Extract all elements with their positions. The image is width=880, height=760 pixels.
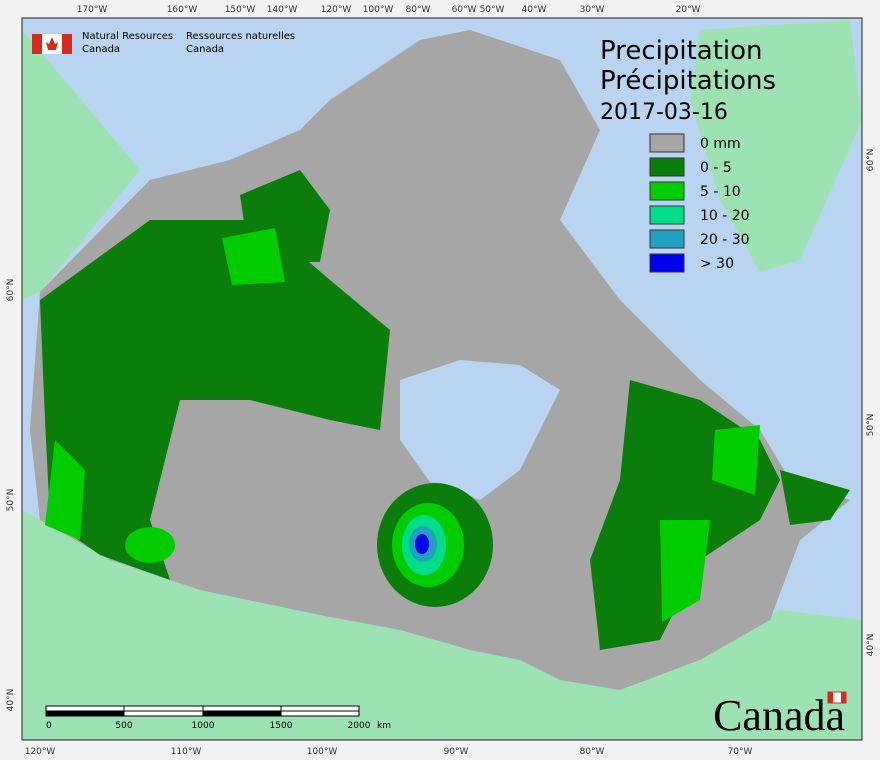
legend-swatch (649, 181, 685, 201)
scale-label: 1500 (270, 721, 293, 731)
lon-label: 160°W (167, 5, 198, 15)
lon-label: 80°W (580, 747, 605, 757)
scale-segment (202, 705, 282, 712)
org-en: Natural Resources (82, 31, 173, 42)
scale-label: 1000 (192, 721, 215, 731)
scale-segment (123, 705, 204, 712)
lon-label: 150°W (225, 5, 256, 15)
usa (22, 510, 862, 740)
hudson-bay (400, 360, 560, 500)
wordmark: Canada (713, 691, 845, 740)
logo: Natural Resources Canada Ressources natu… (32, 31, 295, 55)
precip-30plus (415, 534, 429, 554)
org-fr: Ressources naturelles (186, 31, 295, 42)
precip-maritimes (780, 470, 850, 525)
legend-label: > 30 (700, 256, 734, 272)
lon-label: 50°W (480, 5, 505, 15)
wordmark-flag (828, 692, 833, 703)
map-frame (21, 17, 863, 741)
lon-label: 40°W (522, 5, 547, 15)
legend-swatch (649, 205, 685, 225)
lon-label: 80°W (406, 5, 431, 15)
precip-west (40, 220, 390, 580)
lon-label: 120°W (321, 5, 352, 15)
lat-label: 40°N (6, 689, 16, 712)
scale-label: 0 (46, 721, 52, 731)
scale-segment (45, 710, 125, 717)
lon-label: 120°W (25, 747, 56, 757)
org-en: Canada (82, 44, 120, 55)
lon-label: 100°W (363, 5, 394, 15)
legend-swatch (649, 229, 685, 249)
scale-bar: 0 500 1000 1500 2000 km (45, 705, 391, 731)
flag-bar (32, 34, 42, 54)
legend-swatch (649, 157, 685, 177)
precip-510 (222, 228, 285, 285)
scale-segment (123, 710, 204, 717)
scale-segment (280, 705, 360, 712)
legend-label: 0 - 5 (700, 160, 732, 176)
lon-label: 100°W (307, 747, 338, 757)
scale-segment (202, 710, 282, 717)
scale-label: 500 (115, 721, 132, 731)
lon-label: 90°W (444, 747, 469, 757)
maple-leaf (46, 37, 58, 50)
legend: 0 mm 0 - 5 5 - 10 10 - 20 20 - 30 > 30 (649, 133, 750, 273)
precip-510 (125, 527, 175, 563)
title-en: Precipitation (600, 36, 763, 66)
lat-label: 60°N (866, 149, 876, 172)
precip-510 (712, 425, 760, 495)
map (21, 17, 863, 741)
scale-segment (45, 705, 125, 712)
date: 2017-03-16 (600, 100, 728, 125)
scale-unit: km (377, 721, 391, 731)
lat-label: 50°N (866, 414, 876, 437)
lon-label: 20°W (676, 5, 701, 15)
legend-label: 5 - 10 (700, 184, 741, 200)
lon-label: 60°W (452, 5, 477, 15)
legend-swatch (649, 133, 685, 153)
lon-label: 110°W (171, 747, 202, 757)
flag-bar (62, 34, 72, 54)
lon-label: 170°W (77, 5, 108, 15)
lon-label: 70°W (728, 747, 753, 757)
title-fr: Précipitations (600, 66, 776, 96)
legend-label: 20 - 30 (700, 232, 750, 248)
legend-label: 0 mm (700, 136, 741, 152)
precip-510 (660, 520, 710, 622)
lat-label: 50°N (6, 489, 16, 512)
org-fr: Canada (186, 44, 224, 55)
precip-510 (45, 440, 85, 540)
alaska (22, 30, 140, 300)
wordmark-flag (841, 692, 846, 703)
graticule-labels: 170°W 160°W 150°W 140°W 120°W 100°W 80°W 60°W 50… (6, 5, 876, 757)
legend-swatch (649, 253, 685, 273)
scale-segment (280, 710, 360, 717)
lat-label: 60°N (6, 279, 16, 302)
lon-label: 30°W (580, 5, 605, 15)
lon-label: 140°W (267, 5, 298, 15)
lat-label: 40°N (866, 634, 876, 657)
scale-label: 2000 (348, 721, 371, 731)
greenland (690, 20, 862, 272)
legend-label: 10 - 20 (700, 208, 750, 224)
